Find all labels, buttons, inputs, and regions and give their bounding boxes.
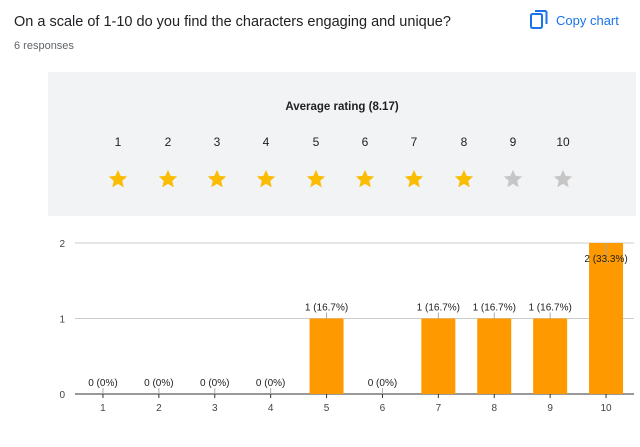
bar [309,318,344,394]
data-label: 2 (33.3%) [584,254,627,265]
data-label: 0 (0%) [256,378,285,389]
filled-star-icon [246,168,286,190]
copy-chart-button[interactable]: Copy chart [530,10,619,30]
bar [533,318,568,394]
filled-star-icon [98,168,138,190]
x-tick-label: 10 [600,403,612,414]
copy-icon [530,10,548,30]
x-tick-label: 4 [268,403,274,414]
rating-option-3: 3 [197,134,237,190]
filled-star-icon [444,168,484,190]
rating-option-9: 9 [493,134,533,190]
rating-option-label: 4 [262,135,270,149]
rating-option-label: 3 [213,135,221,149]
rating-option-label: 6 [361,135,369,149]
rating-option-label: 5 [312,135,320,149]
rating-option-4: 4 [246,134,286,190]
average-rating-title: Average rating (8.17) [285,101,399,113]
y-tick-label: 0 [59,390,65,401]
rating-bar-chart: 0 1 2 1 0 (0%) 2 0 (0%) 3 0 (0%) 4 0 (0%) 5 1 (16.7%… [59,239,634,414]
filled-star-icon [197,168,237,190]
y-tick-label: 2 [59,239,65,250]
rating-option-label: 8 [460,135,468,149]
filled-star-icon [345,168,385,190]
rating-option-1: 1 [98,134,138,190]
rating-option-2: 2 [148,134,188,190]
data-label: 0 (0%) [88,378,117,389]
copy-chart-label: Copy chart [556,12,619,28]
rating-option-label: 2 [164,135,172,149]
x-tick-label: 6 [380,403,386,414]
data-label: 0 (0%) [144,378,173,389]
response-count: 6 responses [14,40,74,52]
average-rating-panel: Average rating (8.17) 1 2 3 4 5 6 7 8 9 10 [48,72,636,216]
data-label: 1 (16.7%) [417,303,460,314]
x-tick-label: 3 [212,403,218,414]
x-tick-label: 5 [324,403,330,414]
bar [589,243,624,394]
filled-star-icon [394,168,434,190]
data-label: 1 (16.7%) [473,303,516,314]
x-tick-label: 9 [547,403,553,414]
x-tick-label: 2 [156,403,162,414]
y-tick-label: 1 [59,315,65,326]
x-tick-label: 1 [100,403,106,414]
filled-star-icon [148,168,188,190]
empty-star-icon [543,168,583,190]
rating-option-7: 7 [394,134,434,190]
rating-option-label: 9 [509,135,517,149]
bar [477,318,512,394]
data-label: 1 (16.7%) [305,303,348,314]
rating-option-10: 10 [543,134,583,190]
data-label: 0 (0%) [368,378,397,389]
data-label: 1 (16.7%) [528,303,571,314]
question-title: On a scale of 1-10 do you find the chara… [14,14,451,30]
rating-option-label: 1 [114,135,122,149]
x-tick-label: 7 [436,403,442,414]
filled-star-icon [296,168,336,190]
rating-option-label: 10 [556,135,570,149]
rating-option-6: 6 [345,134,385,190]
rating-option-8: 8 [444,134,484,190]
empty-star-icon [493,168,533,190]
bar [421,318,456,394]
x-tick-label: 8 [491,403,497,414]
rating-option-5: 5 [296,134,336,190]
data-label: 0 (0%) [200,378,229,389]
rating-option-label: 7 [410,135,418,149]
